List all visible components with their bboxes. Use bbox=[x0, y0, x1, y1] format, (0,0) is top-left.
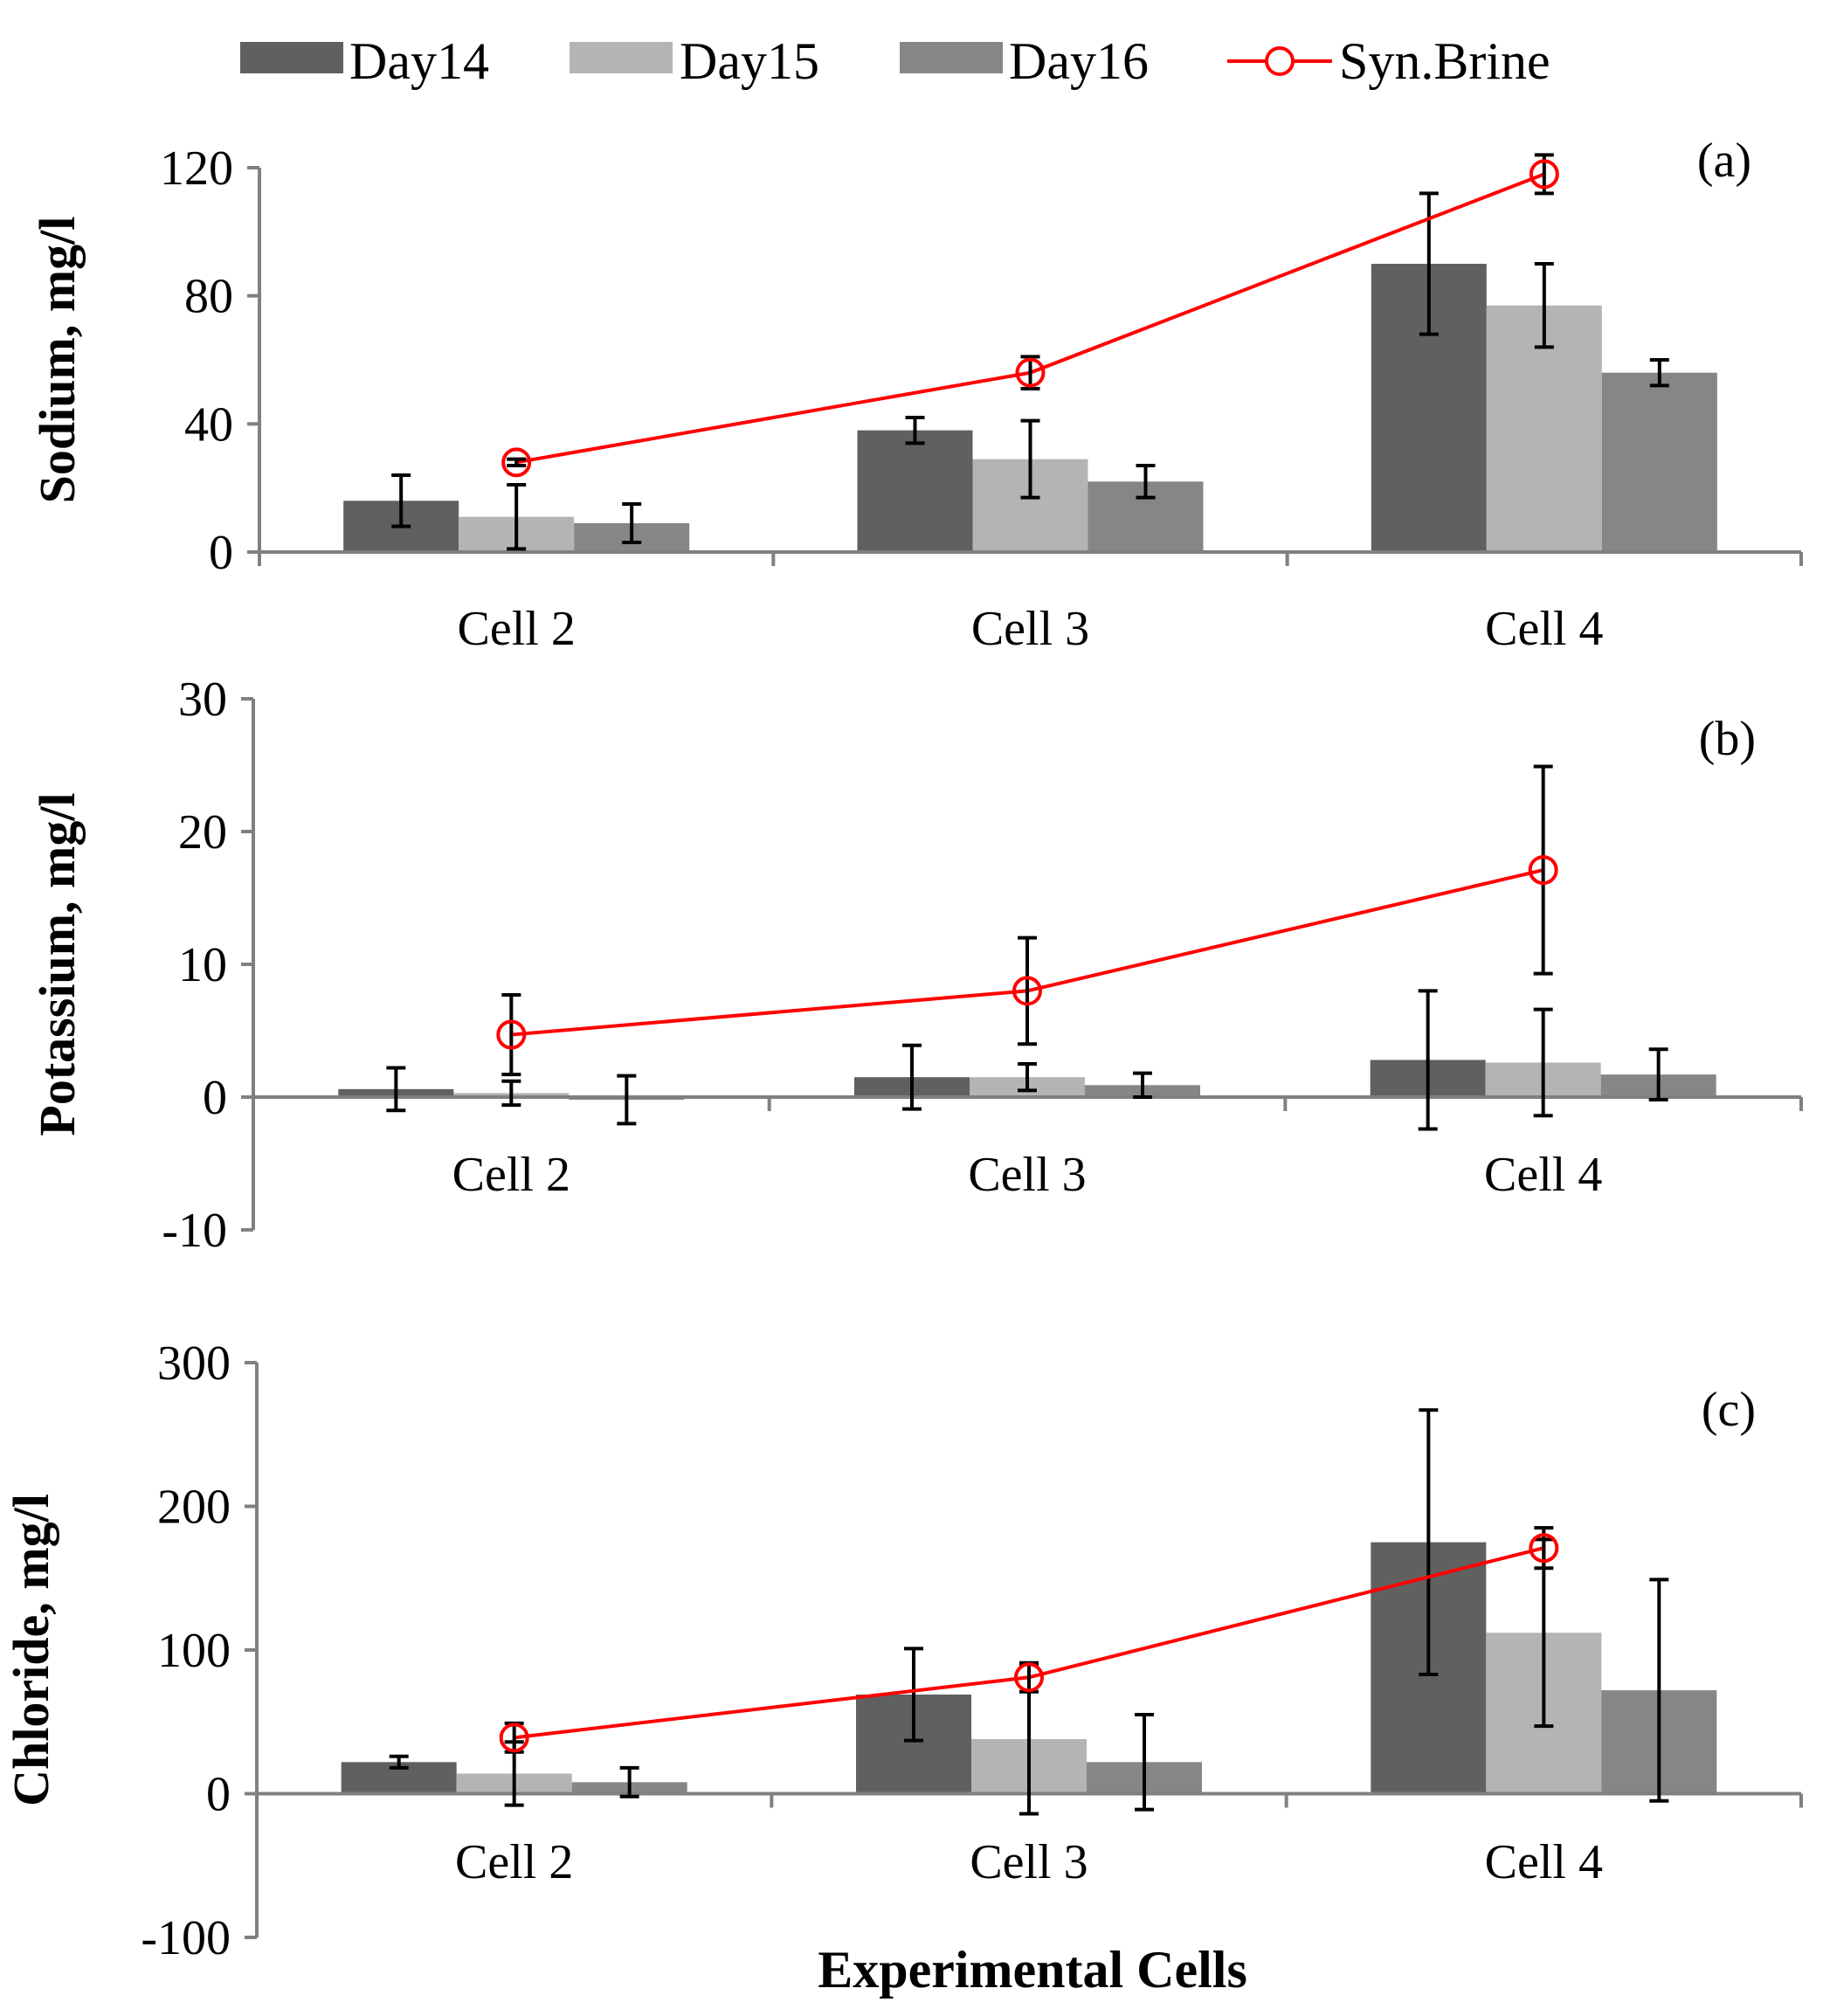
point-syn-brine-cell-3 bbox=[1014, 1662, 1044, 1693]
error-bar-day15-cell-2 bbox=[501, 1079, 521, 1108]
x-tick-label-cell-2: Cell 2 bbox=[455, 1835, 573, 1889]
y-axis-title: Sodium, mg/l bbox=[29, 217, 86, 504]
bar-day14-cell-3 bbox=[857, 430, 973, 552]
point-syn-brine-cell-2 bbox=[499, 1723, 529, 1753]
y-tick-label: 20 bbox=[178, 805, 227, 860]
chart-panel-3: -100 0 100 200 300 Cell 2 Cell 3 Cell 4 (c) Chlor… bbox=[3, 1336, 1803, 1965]
x-tick-label-cell-4: Cell 4 bbox=[1485, 602, 1603, 656]
error-bar-day14-cell-3 bbox=[905, 416, 925, 445]
x-tick-label-cell-2: Cell 2 bbox=[452, 1148, 570, 1202]
x-tick-label-cell-3: Cell 3 bbox=[970, 1835, 1088, 1889]
y-tick-label: 10 bbox=[178, 938, 227, 992]
error-bar-syn-brine-cell-3 bbox=[1020, 355, 1040, 390]
legend-label-day14: Day14 bbox=[349, 32, 489, 90]
error-bar-day16-cell-3 bbox=[1135, 1713, 1154, 1812]
point-syn-brine-cell-4 bbox=[1529, 1533, 1559, 1564]
y-axis-title: Chloride, mg/l bbox=[3, 1494, 59, 1806]
legend-swatch-day15 bbox=[570, 42, 673, 73]
error-bar-day14-cell-4 bbox=[1418, 989, 1438, 1131]
error-bar-day16-cell-2 bbox=[622, 502, 642, 544]
error-bar-day16-cell-4 bbox=[1649, 1578, 1669, 1803]
error-bar-syn-brine-cell-4 bbox=[1533, 764, 1553, 976]
error-bar-day15-cell-2 bbox=[507, 483, 527, 551]
point-syn-brine-cell-2 bbox=[496, 1019, 527, 1050]
panel-tag: (a) bbox=[1697, 134, 1751, 188]
error-bar-day16-cell-2 bbox=[619, 1765, 639, 1799]
y-tick-label: -100 bbox=[141, 1911, 231, 1965]
panel-tag: (c) bbox=[1702, 1383, 1756, 1437]
error-bar-day15-cell-3 bbox=[1018, 1062, 1037, 1093]
error-bar-syn-brine-cell-2 bbox=[501, 992, 521, 1077]
error-bar-day16-cell-4 bbox=[1648, 1047, 1668, 1102]
error-bar-day15-cell-4 bbox=[1533, 1007, 1553, 1118]
panel-tag: (b) bbox=[1699, 712, 1756, 766]
chart-panels: 0 40 80 120 Cell 2 Cell 3 Cell 4 (a) Sodium, mg/… bbox=[3, 134, 1803, 1965]
chart-panel-1: 0 40 80 120 Cell 2 Cell 3 Cell 4 (a) Sodium, mg/… bbox=[29, 134, 1803, 656]
error-bar-day16-cell-4 bbox=[1649, 358, 1669, 388]
x-tick-label-cell-4: Cell 4 bbox=[1485, 1835, 1603, 1889]
legend-label-day16: Day16 bbox=[1009, 32, 1149, 90]
y-tick-label: 80 bbox=[184, 270, 233, 324]
x-tick-label-cell-3: Cell 3 bbox=[968, 1148, 1086, 1202]
error-bar-day14-cell-2 bbox=[386, 1066, 406, 1113]
legend-swatch-day14 bbox=[240, 42, 343, 73]
legend-label-syn-brine: Syn.Brine bbox=[1339, 32, 1550, 90]
error-bar-day14-cell-2 bbox=[391, 473, 411, 528]
legend-label-day15: Day15 bbox=[680, 32, 819, 90]
y-tick-label: 0 bbox=[206, 1768, 231, 1822]
y-tick-label: -10 bbox=[162, 1204, 227, 1258]
y-tick-label: 30 bbox=[178, 673, 227, 727]
y-tick-label: 0 bbox=[203, 1071, 227, 1125]
legend: Day14 Day15 Day16 Syn.Brine bbox=[240, 32, 1550, 90]
point-syn-brine-cell-3 bbox=[1012, 976, 1042, 1006]
error-bar-day14-cell-3 bbox=[902, 1043, 922, 1111]
point-syn-brine-cell-2 bbox=[501, 447, 532, 478]
error-bar-day15-cell-4 bbox=[1534, 262, 1554, 349]
y-tick-label: 100 bbox=[157, 1624, 231, 1678]
point-syn-brine-cell-3 bbox=[1015, 357, 1046, 388]
x-tick-label-cell-3: Cell 3 bbox=[971, 602, 1089, 656]
y-axis-title: Potassium, mg/l bbox=[29, 792, 86, 1136]
error-bar-day16-cell-2 bbox=[617, 1074, 637, 1126]
point-syn-brine-cell-4 bbox=[1529, 159, 1559, 190]
y-tick-label: 200 bbox=[157, 1481, 231, 1535]
y-tick-label: 300 bbox=[157, 1336, 231, 1391]
point-syn-brine-cell-4 bbox=[1528, 855, 1558, 886]
legend-swatch-day16 bbox=[900, 42, 1003, 73]
x-axis-title: Experimental Cells bbox=[818, 1941, 1247, 1999]
x-tick-label-cell-2: Cell 2 bbox=[458, 602, 576, 656]
error-bar-day15-cell-3 bbox=[1020, 418, 1040, 500]
error-bar-day14-cell-3 bbox=[904, 1647, 923, 1743]
error-bar-syn-brine-cell-3 bbox=[1018, 936, 1037, 1046]
y-tick-label: 120 bbox=[160, 142, 233, 196]
error-bar-day16-cell-3 bbox=[1133, 1071, 1152, 1099]
y-tick-label: 40 bbox=[184, 397, 233, 452]
error-bar-day16-cell-3 bbox=[1136, 464, 1156, 500]
x-tick-label-cell-4: Cell 4 bbox=[1484, 1148, 1602, 1202]
error-bar-syn-brine-cell-2 bbox=[507, 457, 527, 467]
error-bar-day14-cell-4 bbox=[1419, 1408, 1439, 1676]
bar-day16-cell-4 bbox=[1601, 372, 1717, 552]
error-bar-day14-cell-2 bbox=[389, 1754, 409, 1770]
legend-marker-syn-brine bbox=[1265, 46, 1295, 76]
chart-panel-2: -10 0 10 20 30 Cell 2 Cell 3 Cell 4 (b) Potassium… bbox=[29, 673, 1803, 1258]
y-tick-label: 0 bbox=[209, 526, 233, 580]
